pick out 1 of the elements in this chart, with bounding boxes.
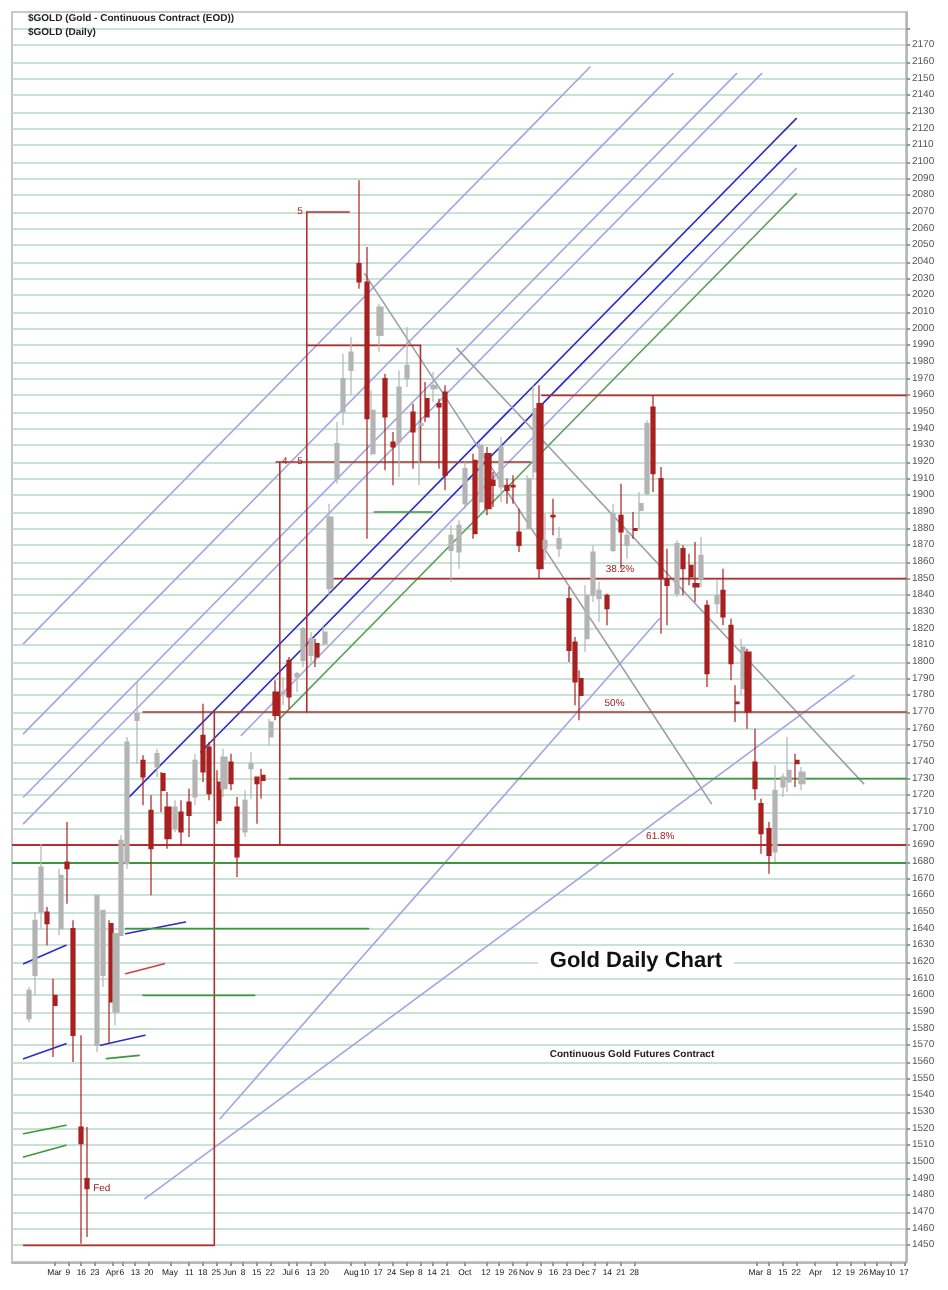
text: Gold Daily Chart bbox=[549, 949, 723, 973]
